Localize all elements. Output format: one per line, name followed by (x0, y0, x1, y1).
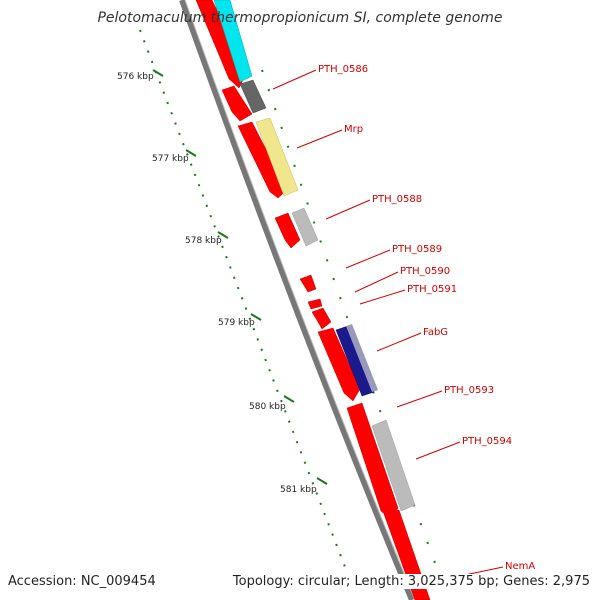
tick-label: 578 kbp (185, 236, 222, 246)
feature-block-darkgray (239, 79, 267, 114)
gene-label-pth-0589: PTH_0589 (392, 244, 442, 255)
gene-label-mrp: Mrp (344, 124, 363, 135)
cds-arrow (274, 212, 301, 249)
tick-label: 581 kbp (280, 485, 317, 495)
tick-578: 578 kbp (185, 231, 229, 246)
cds-arrow (221, 85, 253, 122)
feature-block-gray (291, 207, 319, 247)
tick-label: 580 kbp (249, 402, 286, 412)
tick-label: 579 kbp (218, 318, 255, 328)
gene-label-nema: NemA (505, 561, 535, 572)
feature-block-yellow (255, 117, 299, 197)
gene-label-pth-0588: PTH_0588 (372, 194, 422, 205)
tick-label: 576 kbp (117, 72, 154, 82)
gene-label-pth-0591: PTH_0591 (407, 284, 457, 295)
tick-579: 579 kbp (218, 313, 262, 328)
cds-arrow (317, 327, 361, 402)
feature-block-navy-edge (346, 324, 378, 392)
accession-text: Accession: NC_009454 (8, 574, 156, 589)
feature-track (213, 0, 416, 512)
tick-577: 577 kbp (152, 149, 197, 164)
cds-track (195, 0, 431, 600)
label-leaders (272, 69, 504, 577)
cds-arrow (307, 298, 323, 310)
gene-label-pth-0586: PTH_0586 (318, 64, 368, 75)
gene-label-pth-0593: PTH_0593 (444, 385, 494, 396)
gene-label-fabg: FabG (423, 327, 448, 338)
map-title: Pelotomaculum thermopropionicum SI, comp… (97, 10, 503, 26)
gene-label-pth-0590: PTH_0590 (400, 266, 450, 277)
backbone-line (179, 0, 415, 600)
genome-summary-text: Topology: circular; Length: 3,025,375 bp… (232, 574, 590, 589)
tick-label: 577 kbp (152, 154, 189, 164)
feature-block-navy (335, 325, 375, 397)
backbone-highlight (184, 0, 416, 600)
feature-block-gray (371, 419, 416, 512)
cds-arrow (237, 121, 288, 199)
tick-581: 581 kbp (280, 477, 328, 495)
gene-label-pth-0594: PTH_0594 (462, 436, 512, 447)
tick-576: 576 kbp (117, 69, 164, 82)
cds-arrow (299, 274, 317, 293)
gene-labels: PTH_0586 Mrp PTH_0588 PTH_0589 PTH_0590 … (318, 64, 535, 572)
feature-block-cyan (213, 0, 253, 83)
tick-580: 580 kbp (249, 395, 295, 412)
inner-track-dots (261, 69, 446, 591)
cds-arrow (311, 307, 332, 330)
